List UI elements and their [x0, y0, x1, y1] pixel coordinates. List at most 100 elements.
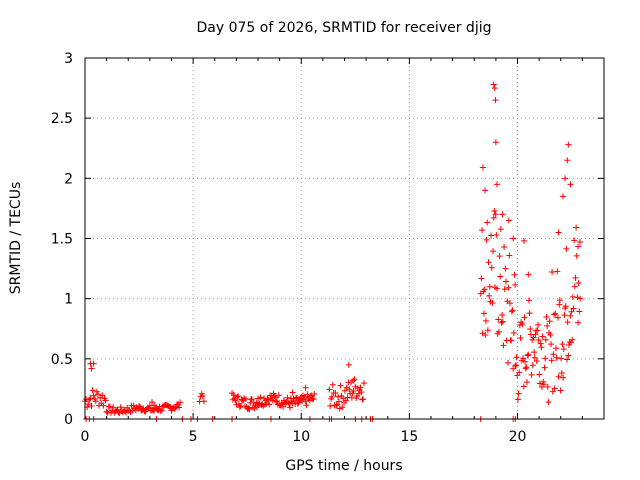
data-point: [575, 319, 582, 326]
data-point: [540, 381, 547, 388]
data-point: [531, 349, 538, 356]
data-point: [547, 331, 554, 338]
data-point: [553, 354, 560, 361]
data-point: [303, 402, 310, 409]
data-point: [176, 404, 183, 411]
data-point: [310, 396, 317, 403]
data-point: [555, 229, 562, 236]
data-point: [572, 274, 579, 281]
tick-labels: 0 5 10 15 20 0 0.5 1 1.5 2 2.5 3: [51, 51, 527, 445]
data-point: [488, 264, 495, 271]
data-point: [508, 308, 515, 315]
data-point: [536, 371, 543, 378]
data-point: [576, 308, 583, 315]
data-point: [512, 362, 519, 369]
y-tick-label: 1: [64, 292, 73, 308]
data-point: [574, 294, 581, 301]
x-tick-label: 15: [400, 429, 418, 445]
data-point: [478, 275, 485, 282]
data-point: [495, 328, 502, 335]
data-point: [345, 361, 352, 368]
data-point: [562, 303, 569, 310]
data-point: [528, 371, 535, 378]
data-point: [493, 181, 500, 188]
data-point: [233, 401, 240, 408]
data-point: [560, 374, 567, 381]
y-tick-label: 2: [64, 171, 73, 187]
data-point: [479, 164, 486, 171]
y-tick-label: 2.5: [51, 111, 73, 127]
data-point: [497, 226, 504, 233]
data-point: [486, 283, 493, 290]
data-point: [357, 384, 364, 391]
data-point: [308, 392, 315, 399]
data-point: [558, 369, 565, 376]
data-point: [538, 344, 545, 351]
data-point: [117, 404, 124, 411]
data-point: [563, 245, 570, 252]
data-point: [158, 407, 165, 414]
data-point: [490, 81, 497, 88]
data-point: [482, 317, 489, 324]
data-point: [514, 396, 521, 403]
data-point: [559, 341, 566, 348]
data-point: [329, 381, 336, 388]
data-point: [570, 305, 577, 312]
y-tick-label: 0: [64, 412, 73, 428]
data-point: [284, 394, 291, 401]
data-point: [102, 397, 109, 404]
data-point: [280, 403, 287, 410]
data-point: [552, 310, 559, 317]
data-point: [506, 300, 513, 307]
data-point: [360, 380, 367, 387]
data-point: [90, 360, 97, 367]
data-point: [567, 181, 574, 188]
data-point: [525, 351, 532, 358]
data-point: [479, 227, 486, 234]
data-point: [544, 383, 551, 390]
data-point: [542, 355, 549, 362]
data-point: [575, 243, 582, 250]
data-point: [230, 391, 237, 398]
data-point: [492, 139, 499, 146]
data-point: [560, 346, 567, 353]
data-point: [499, 312, 506, 319]
data-point: [491, 85, 498, 92]
data-point: [525, 297, 532, 304]
data-point: [266, 401, 273, 408]
data-point: [285, 399, 292, 406]
data-point: [502, 265, 509, 272]
data-point: [564, 319, 571, 326]
data-point: [554, 314, 561, 321]
data-point: [501, 244, 508, 251]
data-point: [350, 377, 357, 384]
data-point: [550, 351, 557, 358]
data-point: [522, 358, 529, 365]
data-point: [295, 399, 302, 406]
data-points: [82, 81, 584, 422]
data-point: [328, 393, 335, 400]
data-point: [558, 355, 565, 362]
data-point: [488, 232, 495, 239]
data-point: [352, 383, 359, 390]
data-point: [255, 395, 261, 402]
data-point: [149, 399, 156, 406]
data-point: [87, 395, 94, 402]
data-point: [346, 386, 353, 393]
data-point: [171, 405, 178, 412]
data-point: [92, 398, 99, 405]
data-point: [529, 362, 536, 369]
data-point: [567, 312, 574, 319]
y-tick-label: 3: [64, 51, 73, 67]
data-point: [248, 396, 255, 403]
data-point: [577, 295, 584, 302]
data-point: [496, 253, 503, 260]
data-point: [130, 402, 137, 409]
data-point: [245, 405, 252, 412]
data-point: [99, 392, 106, 399]
data-point: [484, 327, 491, 334]
data-point: [512, 281, 519, 288]
x-tick-label: 20: [509, 429, 527, 445]
data-point: [200, 398, 207, 405]
data-point: [235, 393, 242, 400]
